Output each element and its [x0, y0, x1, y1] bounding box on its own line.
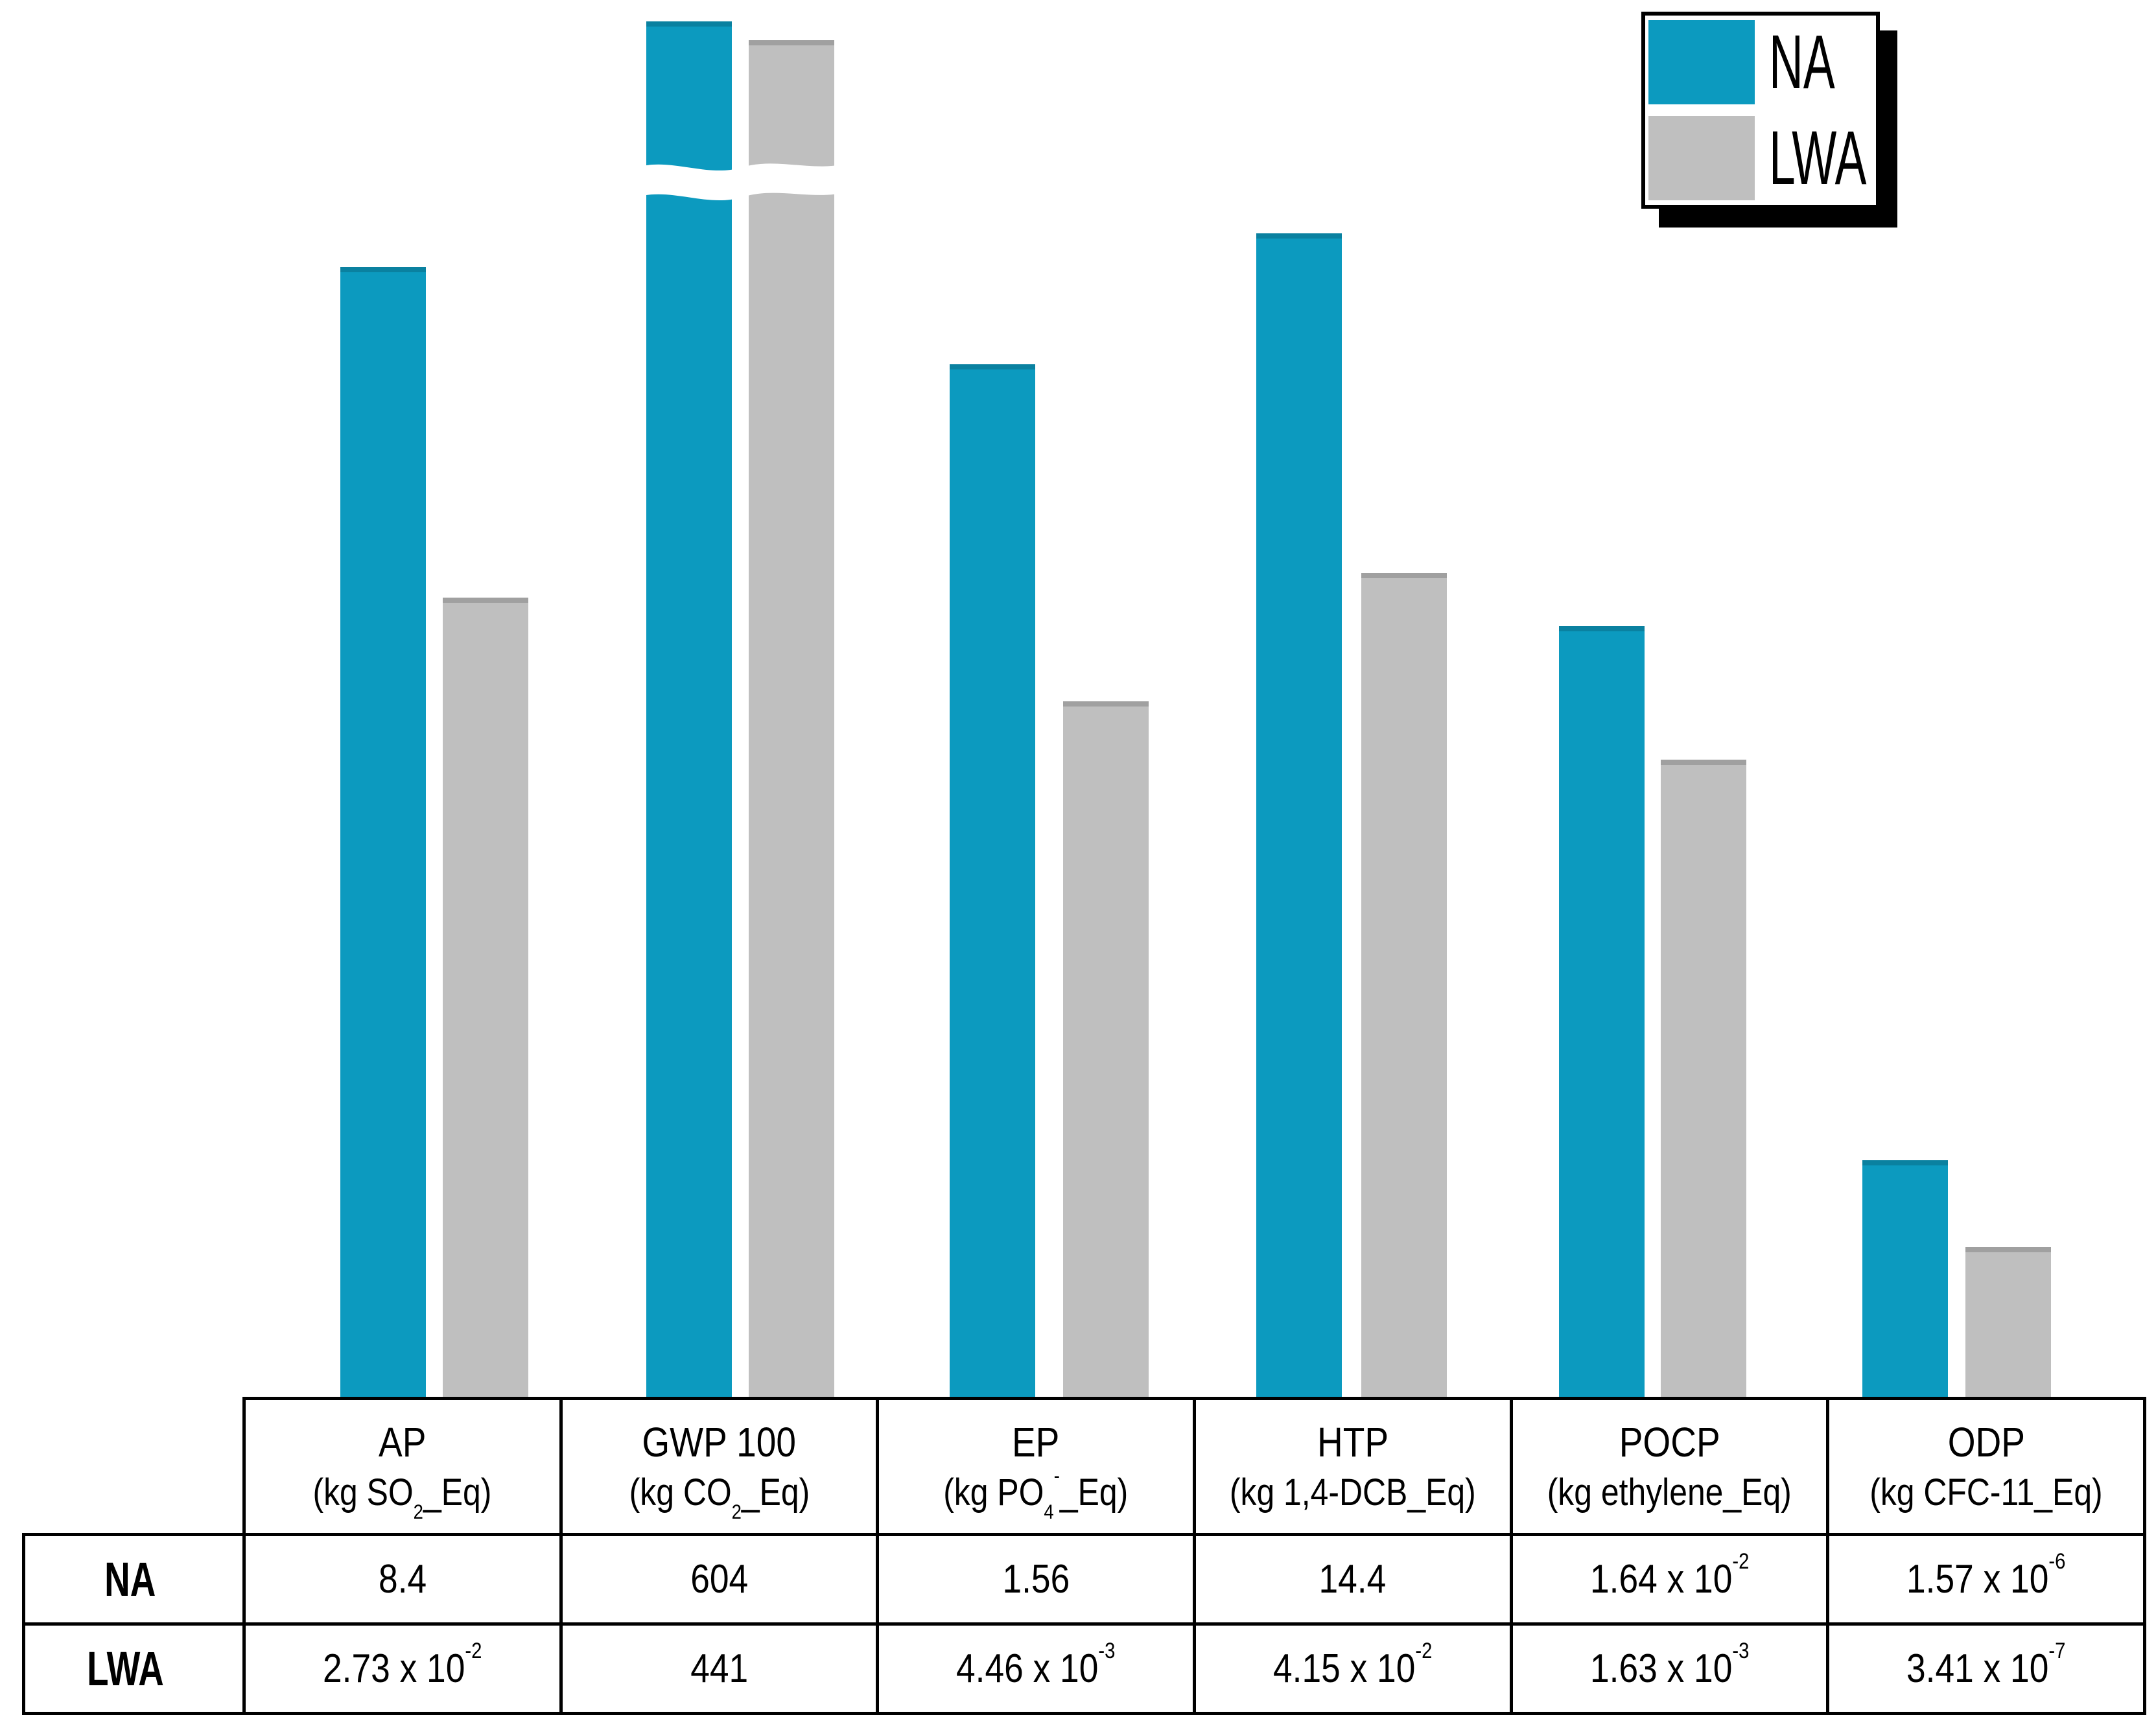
column-unit: (kg CO2_Eq) [629, 1471, 810, 1524]
value-lwa-ap: 2.73 x 10-2 [242, 1622, 563, 1715]
column-unit: (kg 1,4-DCB_Eq) [1229, 1471, 1476, 1513]
column-name: POCP [1619, 1418, 1720, 1466]
row-label-na: NA [22, 1533, 246, 1626]
legend-swatch-na [1648, 20, 1755, 104]
column-header-ep: EP (kg PO4-_Eq) [876, 1397, 1196, 1536]
column-header-odp: ODP (kg CFC-11_Eq) [1826, 1397, 2146, 1536]
legend-box: NA LWA [1641, 12, 1880, 209]
legend-item-lwa: LWA [1648, 115, 1873, 202]
column-header-pocp: POCP (kg ethylene_Eq) [1509, 1397, 1830, 1536]
value-lwa-odp: 3.41 x 10-7 [1826, 1622, 2146, 1715]
impact-table: AP (kg SO2_Eq) GWP 100 (kg CO2_Eq) EP (k… [22, 1397, 2146, 1715]
value-na-pocp: 1.64 x 10-2 [1509, 1533, 1830, 1626]
column-name: GWP 100 [642, 1418, 797, 1466]
bar-na-pocp [1559, 626, 1645, 1397]
value-na-ep: 1.56 [876, 1533, 1196, 1626]
bar-na-gwp-100 [646, 21, 732, 1397]
table-row-lwa: LWA 2.73 x 10-2 441 4.46 x 10-3 4.15 x 1… [22, 1622, 2146, 1715]
column-unit: (kg CFC-11_Eq) [1869, 1471, 2103, 1513]
value-lwa-pocp: 1.63 x 10-3 [1509, 1622, 1830, 1715]
bar-na-ep [950, 364, 1035, 1397]
column-name: HTP [1317, 1418, 1389, 1466]
bar-lwa-odp [1965, 1247, 2051, 1397]
bar-lwa-htp [1361, 573, 1447, 1397]
bar-lwa-gwp-100 [749, 40, 834, 1397]
table-corner-empty [24, 1399, 244, 1535]
column-name: EP [1012, 1418, 1060, 1466]
bar-na-odp [1862, 1160, 1948, 1397]
column-name: ODP [1947, 1418, 2025, 1466]
column-unit: (kg ethylene_Eq) [1547, 1471, 1792, 1513]
column-header-gwp100: GWP 100 (kg CO2_Eq) [559, 1397, 880, 1536]
bar-lwa-ep [1063, 701, 1149, 1397]
column-unit: (kg SO2_Eq) [312, 1471, 492, 1524]
bar-lwa-ap [443, 598, 528, 1397]
value-na-htp: 14.4 [1192, 1533, 1513, 1626]
column-header-htp: HTP (kg 1,4-DCB_Eq) [1192, 1397, 1513, 1536]
table-header-row: AP (kg SO2_Eq) GWP 100 (kg CO2_Eq) EP (k… [24, 1397, 2146, 1536]
table-row-na: NA 8.4 604 1.56 14.4 1.64 x 10-2 1.57 x … [22, 1533, 2146, 1626]
value-na-gwp100: 604 [559, 1533, 880, 1626]
legend-label-lwa: LWA [1769, 115, 1867, 201]
column-unit: (kg PO4-_Eq) [943, 1464, 1129, 1524]
bar-lwa-pocp [1661, 760, 1746, 1397]
legend-label-na: NA [1769, 19, 1835, 105]
value-na-ap: 8.4 [242, 1533, 563, 1626]
value-lwa-gwp100: 441 [559, 1622, 880, 1715]
bar-na-ap [340, 267, 426, 1397]
value-na-odp: 1.57 x 10-6 [1826, 1533, 2146, 1626]
bar-na-htp [1256, 233, 1342, 1397]
row-label-lwa: LWA [22, 1622, 246, 1715]
legend-swatch-lwa [1648, 116, 1755, 200]
legend-item-na: NA [1648, 19, 1873, 106]
column-name: AP [379, 1418, 427, 1466]
value-lwa-htp: 4.15 x 10-2 [1192, 1622, 1513, 1715]
value-lwa-ep: 4.46 x 10-3 [876, 1622, 1196, 1715]
column-header-ap: AP (kg SO2_Eq) [242, 1397, 563, 1536]
